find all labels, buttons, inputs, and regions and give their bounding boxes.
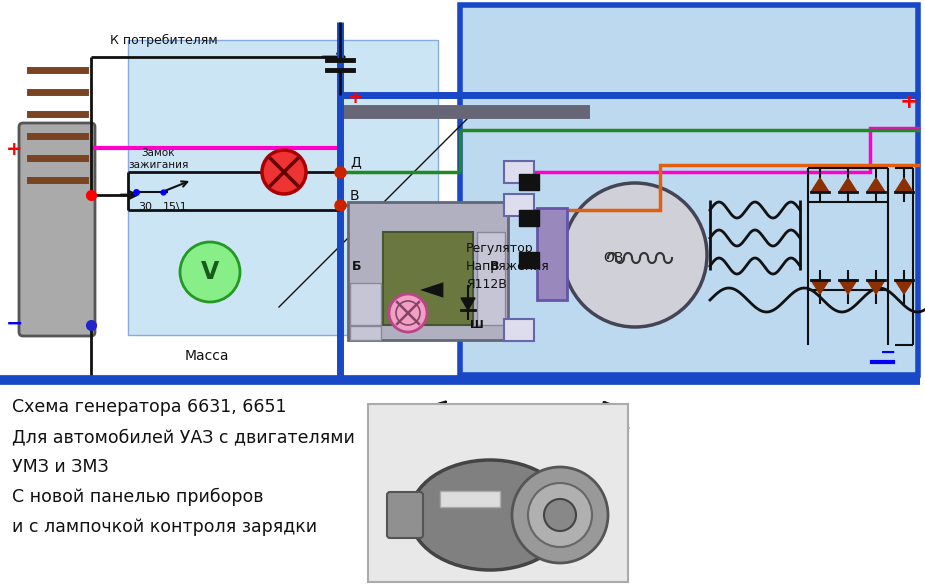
- Polygon shape: [811, 178, 829, 192]
- Bar: [350, 283, 381, 325]
- Bar: [519, 210, 539, 226]
- Text: Масса: Масса: [185, 349, 229, 363]
- Text: ◄: ◄: [420, 275, 444, 305]
- Text: 30: 30: [138, 202, 152, 212]
- Polygon shape: [895, 280, 913, 294]
- Bar: [460, 5, 918, 375]
- Polygon shape: [895, 178, 913, 192]
- Bar: [350, 326, 381, 340]
- Text: Ш: Ш: [470, 320, 484, 330]
- Circle shape: [512, 467, 608, 563]
- Polygon shape: [811, 280, 829, 294]
- Text: С новой панелью приборов: С новой панелью приборов: [12, 488, 264, 506]
- FancyBboxPatch shape: [504, 161, 534, 183]
- Text: +: +: [347, 89, 362, 107]
- Polygon shape: [461, 298, 475, 310]
- Text: и с лампочкой контроля зарядки: и с лампочкой контроля зарядки: [12, 518, 317, 536]
- Bar: [383, 232, 473, 325]
- FancyBboxPatch shape: [19, 123, 95, 336]
- Text: +: +: [900, 92, 919, 112]
- Text: К потребителям: К потребителям: [110, 34, 217, 47]
- Circle shape: [544, 499, 576, 531]
- Text: Схема генератора 6631, 6651: Схема генератора 6631, 6651: [12, 398, 287, 416]
- Circle shape: [528, 483, 592, 547]
- Bar: [537, 208, 567, 300]
- Text: Б: Б: [352, 260, 362, 273]
- Circle shape: [389, 294, 427, 332]
- Bar: [440, 491, 500, 507]
- Polygon shape: [867, 280, 885, 294]
- Text: −: −: [6, 314, 23, 334]
- Text: Д: Д: [350, 155, 361, 169]
- Ellipse shape: [410, 460, 570, 570]
- Text: V: V: [201, 260, 219, 284]
- Polygon shape: [839, 178, 857, 192]
- Text: В: В: [490, 260, 500, 273]
- FancyBboxPatch shape: [504, 319, 534, 341]
- Text: Регулятор
Напряжения
Я112В: Регулятор Напряжения Я112В: [466, 242, 549, 291]
- Bar: [368, 404, 628, 582]
- Circle shape: [262, 150, 306, 194]
- Bar: [519, 174, 539, 190]
- Bar: [128, 40, 438, 335]
- Circle shape: [563, 183, 707, 327]
- FancyBboxPatch shape: [504, 194, 534, 216]
- Circle shape: [180, 242, 240, 302]
- Text: ОВ: ОВ: [603, 251, 623, 265]
- Text: −: −: [880, 343, 896, 362]
- Text: УМЗ и ЗМЗ: УМЗ и ЗМЗ: [12, 458, 108, 476]
- FancyBboxPatch shape: [387, 492, 423, 538]
- Text: 15\1: 15\1: [163, 202, 188, 212]
- Text: В: В: [350, 189, 360, 203]
- Text: Для автомобилей УАЗ с двигателями: Для автомобилей УАЗ с двигателями: [12, 428, 355, 446]
- Bar: [348, 202, 508, 340]
- Text: +: +: [6, 140, 22, 159]
- Polygon shape: [839, 280, 857, 294]
- Bar: [477, 232, 505, 325]
- Polygon shape: [867, 178, 885, 192]
- Bar: [519, 252, 539, 268]
- Text: Замок
зажигания: Замок зажигания: [128, 148, 188, 170]
